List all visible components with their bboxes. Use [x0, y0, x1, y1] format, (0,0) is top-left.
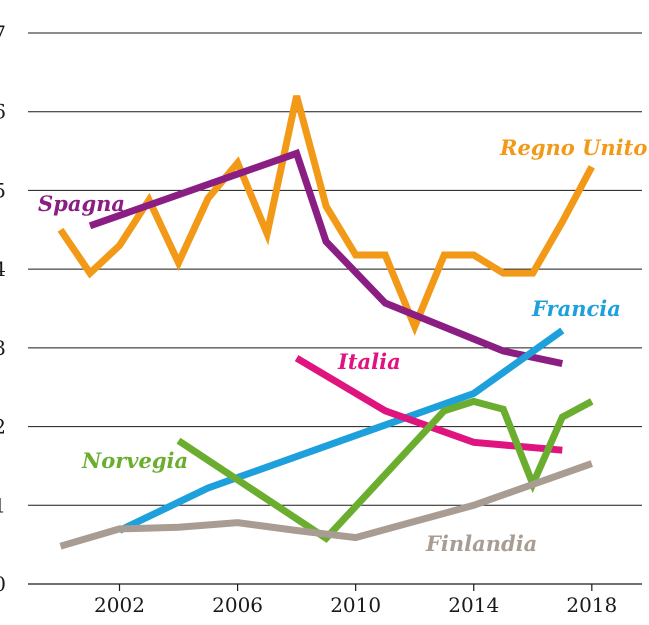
x-tick-label: 2006: [212, 593, 263, 617]
y-tick-label: 0: [0, 572, 6, 596]
series-line-finlandia: [59, 460, 593, 550]
series-label-italia: Italia: [337, 349, 401, 374]
series-label-francia: Francia: [531, 296, 621, 321]
x-axis-tick-labels: 2002 2006 2010 2014 2018: [94, 584, 617, 617]
series-line-regno-unito: [57, 95, 595, 336]
y-tick-label: 6: [0, 100, 6, 124]
y-tick-label: 1: [0, 493, 6, 517]
y-tick-label: 7: [0, 21, 6, 45]
series-label-regno-unito: Regno Unito: [499, 135, 647, 160]
x-tick-label: 2018: [566, 593, 617, 617]
x-tick-label: 2014: [448, 593, 499, 617]
series-line-spagna: [88, 148, 564, 368]
series-label-spagna: Spagna: [38, 191, 125, 216]
x-tick-label: 2002: [94, 593, 145, 617]
gridlines: [28, 32, 642, 585]
series-label-norvegia: Norvegia: [81, 448, 188, 473]
x-tick-label: 2010: [330, 593, 381, 617]
series-line-francia: [117, 327, 565, 534]
y-tick-label: 2: [0, 415, 6, 439]
y-tick-label: 4: [0, 257, 6, 281]
series-label-finlandia: Finlandia: [425, 531, 537, 556]
series-lines: [57, 95, 595, 550]
series-line-italia: [294, 355, 563, 454]
y-tick-label: 3: [0, 336, 6, 360]
series-line-norvegia: [176, 397, 594, 543]
y-tick-label: 5: [0, 178, 6, 202]
y-axis-tick-labels: 0 1 2 3 4 5 6 7: [0, 21, 6, 596]
series-labels: Regno Unito Spagna Francia Italia Norvegia Fi…: [38, 135, 647, 556]
